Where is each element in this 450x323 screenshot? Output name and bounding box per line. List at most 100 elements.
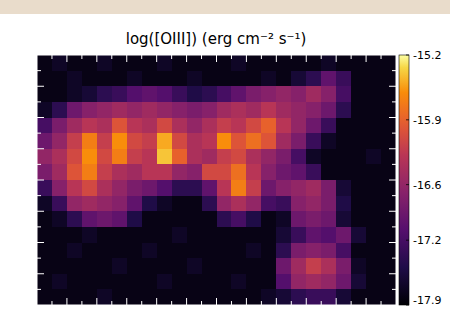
cell xyxy=(67,86,83,102)
frame-tick xyxy=(141,55,142,59)
cell xyxy=(142,118,158,134)
cell xyxy=(321,274,337,290)
cell xyxy=(306,86,322,102)
frame-tick xyxy=(366,298,367,305)
cell xyxy=(127,55,143,71)
cell xyxy=(142,149,158,165)
cell xyxy=(276,243,292,259)
frame-tick xyxy=(37,117,44,118)
cell xyxy=(157,227,173,243)
cell xyxy=(276,102,292,118)
cell xyxy=(112,289,128,305)
frame-tick xyxy=(216,298,217,305)
cell xyxy=(291,164,307,180)
cell xyxy=(82,211,98,227)
colorbar-tick xyxy=(406,119,409,120)
cell xyxy=(127,180,143,196)
cell xyxy=(67,164,83,180)
cell xyxy=(336,55,352,71)
cell xyxy=(142,274,158,290)
cell xyxy=(246,274,262,290)
frame-tick xyxy=(201,55,202,59)
frame-tick xyxy=(392,70,396,71)
cell xyxy=(52,149,68,165)
cell xyxy=(366,149,382,165)
frame xyxy=(37,55,396,305)
cell xyxy=(261,102,277,118)
frame-tick xyxy=(96,55,97,62)
cell xyxy=(231,274,247,290)
cell xyxy=(112,180,128,196)
cell xyxy=(246,227,262,243)
frame-tick xyxy=(392,226,396,227)
cell xyxy=(37,71,53,87)
cell xyxy=(67,133,83,149)
frame-tick xyxy=(231,301,232,305)
cell xyxy=(97,274,113,290)
cell xyxy=(321,86,337,102)
cell xyxy=(246,211,262,227)
cell xyxy=(276,180,292,196)
cell xyxy=(82,164,98,180)
cell xyxy=(366,243,382,259)
cell xyxy=(157,71,173,87)
cell xyxy=(52,164,68,180)
cell xyxy=(82,102,98,118)
cell xyxy=(202,55,218,71)
cell xyxy=(321,227,337,243)
cell xyxy=(291,211,307,227)
cell xyxy=(246,196,262,212)
frame-tick xyxy=(392,164,396,165)
cell xyxy=(157,55,173,71)
frame-tick xyxy=(37,258,41,259)
cell xyxy=(187,118,203,134)
cell xyxy=(97,133,113,149)
cell xyxy=(187,133,203,149)
cell xyxy=(187,71,203,87)
cell xyxy=(261,149,277,165)
cell xyxy=(127,274,143,290)
colorbar-tick-label: -17.9 xyxy=(413,294,441,307)
frame-tick xyxy=(291,301,292,305)
cell xyxy=(351,118,367,134)
cell xyxy=(172,102,188,118)
cell xyxy=(217,243,233,259)
cell xyxy=(381,133,396,149)
cell xyxy=(157,149,173,165)
frame-tick xyxy=(156,55,157,62)
cell xyxy=(112,274,128,290)
cell xyxy=(351,196,367,212)
cell xyxy=(112,86,128,102)
cell xyxy=(306,71,322,87)
cell xyxy=(231,227,247,243)
cell xyxy=(112,71,128,87)
cell xyxy=(37,102,53,118)
cell xyxy=(172,164,188,180)
cell xyxy=(127,227,143,243)
frame-tick xyxy=(306,298,307,305)
colorbar-tick xyxy=(406,55,409,56)
frame-tick xyxy=(306,55,307,62)
cell xyxy=(67,258,83,274)
cell xyxy=(381,211,396,227)
frame-tick xyxy=(96,298,97,305)
cell xyxy=(82,274,98,290)
frame-tick xyxy=(141,301,142,305)
cell xyxy=(276,133,292,149)
colorbar-tick-label: -15.2 xyxy=(413,49,441,62)
frame-tick xyxy=(37,226,41,227)
cell xyxy=(246,102,262,118)
cell xyxy=(321,289,337,305)
cell xyxy=(321,149,337,165)
frame-tick xyxy=(37,289,41,290)
frame-tick xyxy=(276,298,277,305)
frame-ticks xyxy=(37,55,396,305)
frame-tick xyxy=(261,301,262,305)
cell xyxy=(217,149,233,165)
cell xyxy=(321,211,337,227)
cell xyxy=(142,133,158,149)
cell xyxy=(276,86,292,102)
cell xyxy=(336,149,352,165)
colorbar-tick xyxy=(406,184,409,185)
cell xyxy=(67,211,83,227)
